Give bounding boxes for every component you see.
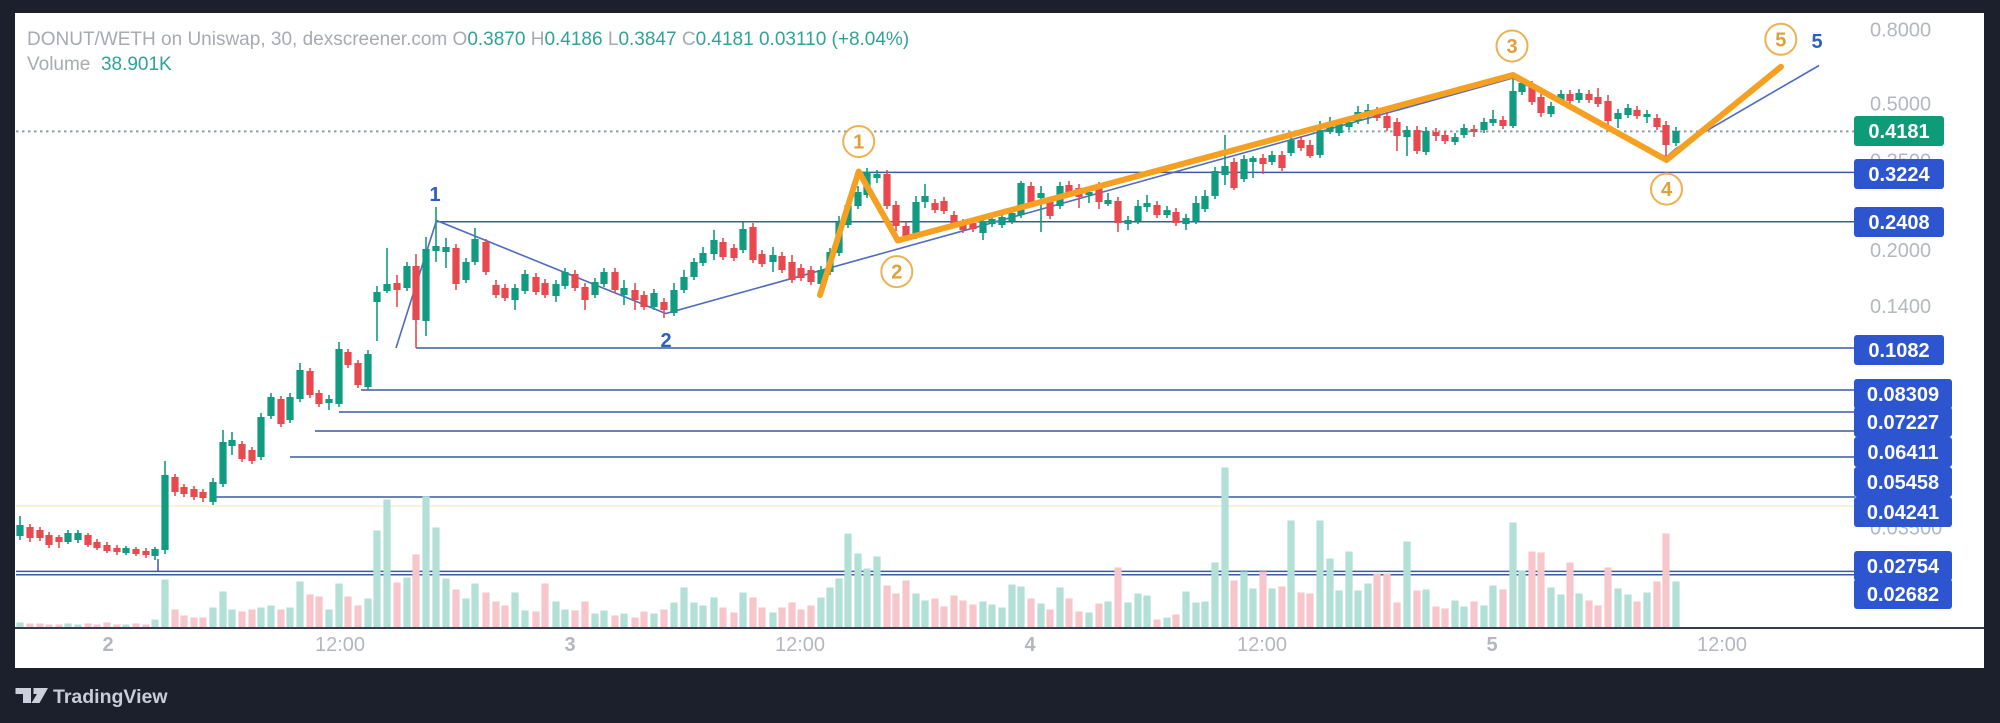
svg-text:Volume 38.901K: Volume 38.901K [27, 54, 172, 75]
svg-text:0.4181: 0.4181 [1868, 121, 1929, 143]
svg-text:4: 4 [1661, 179, 1673, 201]
svg-text:12:00: 12:00 [775, 634, 825, 656]
svg-text:0.3224: 0.3224 [1868, 164, 1930, 186]
svg-text:4: 4 [1024, 634, 1036, 656]
svg-text:0.1400: 0.1400 [1870, 296, 1931, 318]
svg-text:12:00: 12:00 [1237, 634, 1287, 656]
svg-text:0.02754: 0.02754 [1867, 556, 1940, 578]
svg-text:0.5000: 0.5000 [1870, 94, 1931, 116]
svg-text:3: 3 [1506, 36, 1517, 58]
svg-text:0.04241: 0.04241 [1867, 502, 1939, 524]
svg-text:DONUT/WETH on Uniswap, 30, dex: DONUT/WETH on Uniswap, 30, dexscreener.c… [27, 29, 909, 50]
svg-text:TradingView: TradingView [53, 686, 168, 708]
svg-text:0.1082: 0.1082 [1868, 340, 1929, 362]
svg-text:1: 1 [429, 184, 440, 206]
svg-text:2: 2 [891, 262, 902, 284]
svg-text:2: 2 [660, 330, 671, 352]
svg-text:2: 2 [102, 634, 113, 656]
svg-text:5: 5 [1775, 29, 1786, 51]
svg-text:0.07227: 0.07227 [1867, 412, 1939, 434]
svg-text:0.06411: 0.06411 [1867, 442, 1938, 464]
svg-text:0.2408: 0.2408 [1868, 212, 1929, 234]
svg-text:5: 5 [1811, 31, 1822, 53]
svg-text:12:00: 12:00 [315, 634, 365, 656]
svg-text:12:00: 12:00 [1697, 634, 1747, 656]
svg-text:0.08309: 0.08309 [1867, 384, 1939, 406]
svg-text:0.02682: 0.02682 [1867, 584, 1939, 606]
svg-text:0.2000: 0.2000 [1870, 240, 1931, 262]
svg-text:0.8000: 0.8000 [1870, 20, 1931, 42]
svg-text:3: 3 [564, 634, 575, 656]
svg-text:5: 5 [1486, 634, 1497, 656]
svg-text:0.05458: 0.05458 [1867, 472, 1939, 494]
svg-text:1: 1 [853, 132, 864, 154]
